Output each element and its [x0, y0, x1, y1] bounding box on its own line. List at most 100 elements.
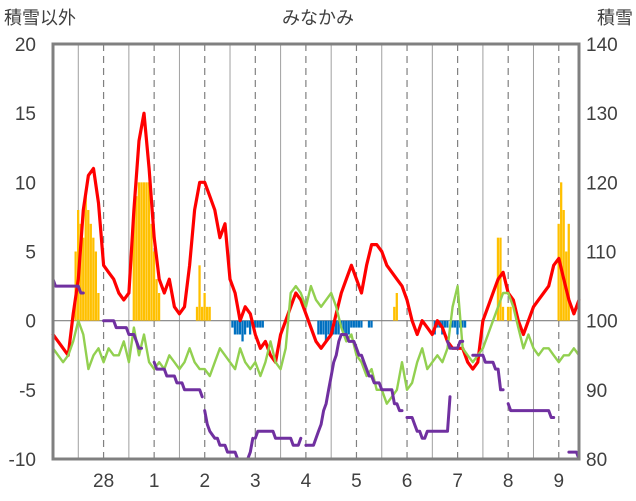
right-y-tick-label: 100 [586, 312, 618, 333]
precipitation-bar [145, 182, 148, 321]
precipitation-bar [140, 182, 143, 321]
sunshine-bar [337, 320, 340, 335]
precipitation-bar [205, 306, 209, 321]
x-tick-label: 8 [503, 471, 514, 492]
snow_depth-line-0 [51, 277, 85, 295]
precipitation-bar [155, 279, 158, 321]
snow_depth-line-8 [471, 353, 505, 392]
sunshine-bar [461, 320, 464, 328]
sunshine-bar [446, 320, 449, 328]
right-y-axis: 80 90 100 110 120 130 140 [586, 35, 618, 471]
sunshine-bar [243, 320, 247, 335]
precipitation-bar [567, 223, 570, 321]
right-y-tick-label: 110 [586, 243, 616, 264]
x-tick-label: 9 [553, 471, 564, 492]
snow_depth-line-6 [405, 395, 452, 440]
precipitation-bar [84, 196, 87, 321]
x-tick-label: 1 [149, 471, 160, 492]
sunshine-bar [327, 320, 330, 335]
precipitation-bar [79, 223, 82, 321]
left-axis-label: 積雪以外 [4, 8, 76, 29]
sunshine-bar [246, 320, 249, 328]
x-axis: 28 1 2 3 4 5 6 7 8 9 [93, 471, 564, 492]
left-y-tick-label: -5 [19, 381, 36, 402]
sunshine-bar [319, 320, 323, 335]
precipitation-bar [501, 306, 505, 321]
sunshine-bar [345, 320, 348, 335]
sunshine-bar [456, 320, 459, 335]
sunshine-bar [370, 320, 373, 328]
precipitation-bar [89, 223, 92, 321]
x-tick-label: 6 [402, 471, 413, 492]
x-tick-label: 28 [93, 471, 114, 492]
snow_depth-line-9 [506, 402, 556, 419]
sunshine-bar [342, 320, 345, 335]
left-y-tick-label: -10 [9, 450, 36, 471]
left-y-axis: -10 -5 0 5 10 15 20 [9, 35, 36, 471]
precipitation-bar [195, 306, 199, 321]
chart-title: みなかみ [282, 8, 354, 29]
sunshine-bar [238, 320, 242, 335]
precipitation-bar [137, 182, 140, 321]
precipitation-bar [393, 306, 396, 321]
precipitation-bar [506, 306, 510, 321]
sunshine-bar [352, 320, 355, 328]
sunshine-bar [347, 320, 350, 335]
precipitation-bar [92, 237, 95, 321]
precipitation-bar [557, 223, 560, 321]
precipitation-bar [87, 210, 90, 321]
sunshine-bar [451, 320, 454, 328]
right-y-tick-label: 120 [586, 173, 618, 194]
left-y-tick-label: 10 [15, 173, 36, 194]
left-y-tick-label: 0 [25, 312, 36, 333]
sunshine-bar [259, 320, 262, 328]
left-y-tick-label: 20 [15, 35, 36, 56]
sunshine-bar [236, 320, 239, 335]
precipitation-bar [562, 210, 565, 321]
sunshine-bar [334, 320, 338, 335]
precipitation-bar [94, 251, 98, 321]
sunshine-bar [453, 320, 457, 328]
snow_depth-line-7 [446, 339, 465, 350]
sunshine-bar [254, 320, 257, 328]
sunshine-bar [324, 320, 328, 342]
x-tick-label: 4 [301, 471, 312, 492]
right-y-tick-label: 80 [586, 450, 607, 471]
snow_depth-line-5 [304, 333, 404, 447]
right-y-tick-label: 140 [586, 35, 618, 56]
precipitation-bar [135, 196, 138, 321]
sunshine-bar [329, 320, 333, 335]
x-tick-label: 2 [199, 471, 210, 492]
plot-frame [51, 42, 581, 461]
precipitation-bar [208, 306, 211, 321]
precipitation-bar [203, 293, 206, 321]
right-axis-label: 積雪 [597, 8, 633, 29]
snow_depth-line-4 [253, 429, 303, 447]
sunshine-bar [322, 320, 325, 335]
sunshine-bar [355, 320, 358, 328]
precipitation-bar [132, 210, 135, 321]
right-y-tick-label: 90 [586, 381, 607, 402]
sunshine-bar [231, 320, 234, 328]
precipitation-bar [198, 265, 201, 321]
sunshine-bar [463, 320, 467, 328]
snow_depth-line-2 [152, 360, 204, 399]
sunshine-bar [317, 320, 320, 335]
x-tick-label: 7 [452, 471, 463, 492]
line-series [51, 111, 581, 461]
precipitation-bar [147, 182, 151, 321]
precipitation-bar [97, 293, 100, 321]
sunshine-bar [248, 320, 252, 335]
precipitation-bar [152, 251, 156, 321]
left-y-tick-label: 5 [25, 243, 36, 264]
right-y-tick-label: 130 [586, 104, 618, 125]
precipitation-bar [82, 237, 85, 321]
snow_depth-line-10 [567, 450, 581, 461]
snow_depth-line-3 [203, 409, 255, 461]
precipitation-bar [499, 237, 502, 321]
precipitation-bar [395, 293, 398, 321]
sunshine-bar [367, 320, 371, 328]
sunshine-bar [357, 320, 361, 328]
bar-series [74, 182, 570, 342]
